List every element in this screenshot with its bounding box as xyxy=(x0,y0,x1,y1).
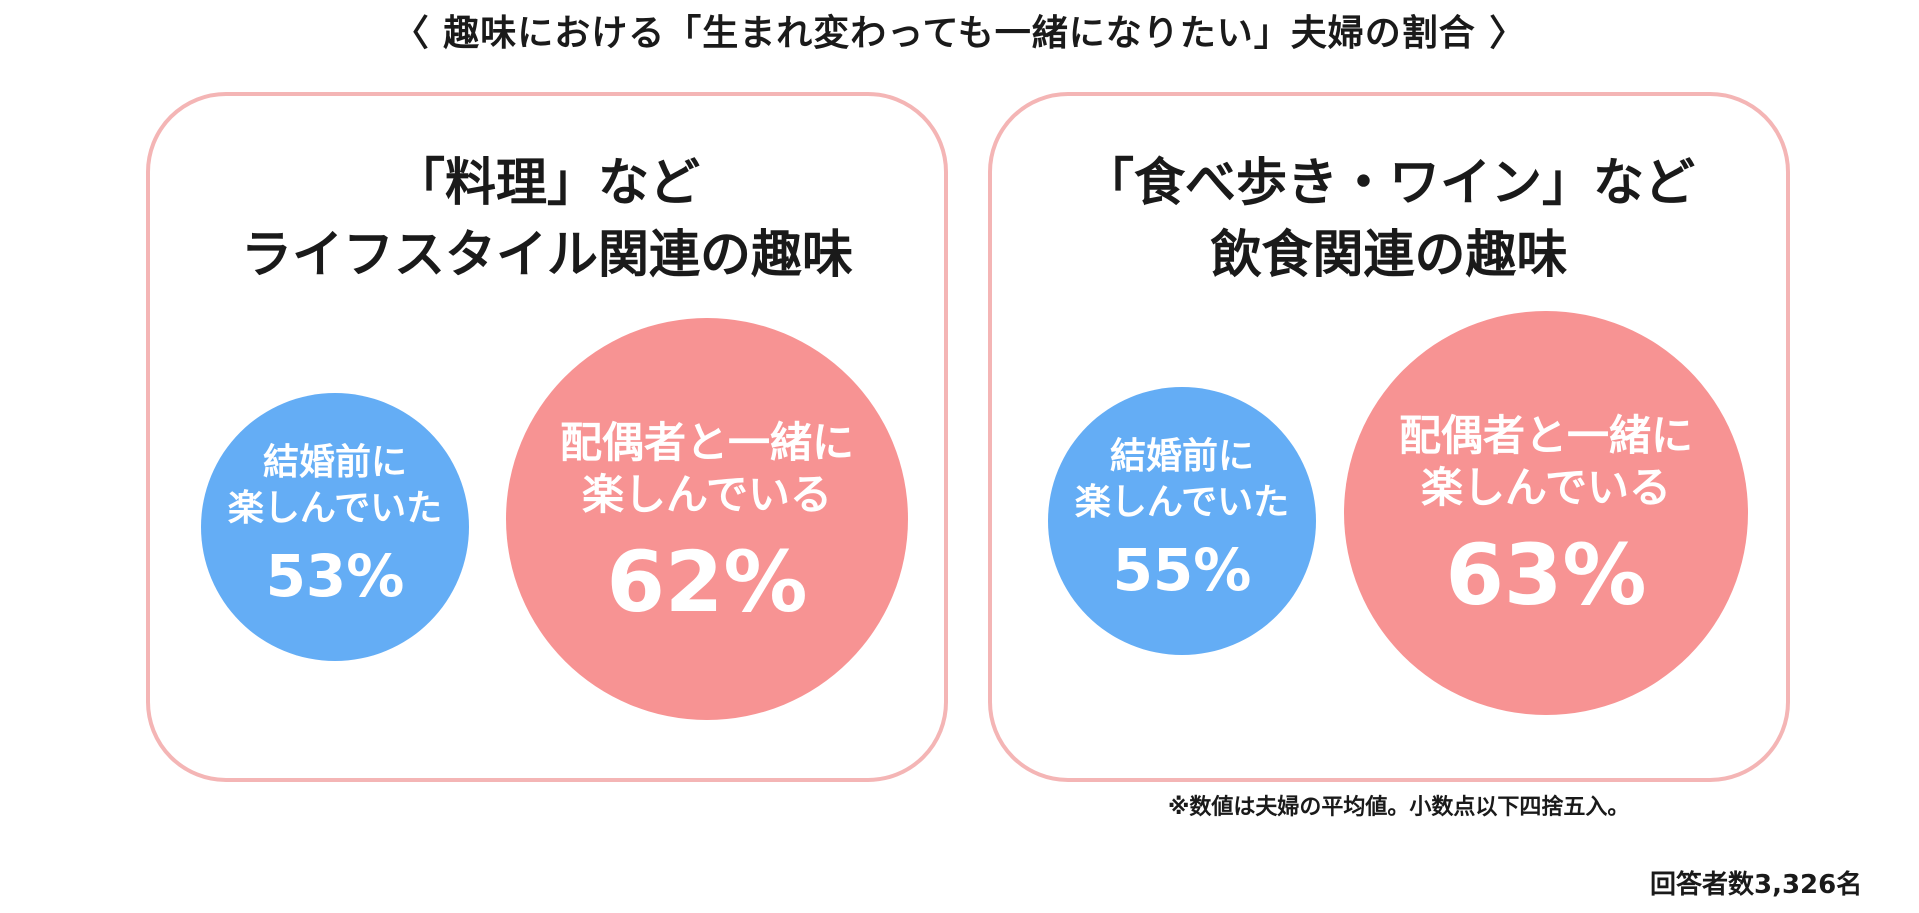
panel-title-line2: ライフスタイル関連の趣味 xyxy=(240,226,853,285)
panel-food-drink-hobbies: 「食べ歩き・ワイン」など 飲食関連の趣味 結婚前に 楽しんでいた 55% 配偶者… xyxy=(988,92,1790,782)
bubble-label-line2: 楽しんでいた xyxy=(227,488,443,529)
bubble-before-marriage: 結婚前に 楽しんでいた 53% xyxy=(201,393,469,661)
bubble-label-line1: 配偶者と一緒に xyxy=(1398,411,1693,460)
bubble-label-line2: 楽しんでいる xyxy=(582,470,832,519)
bubble-value: 63% xyxy=(1445,526,1647,624)
bubble-value: 55% xyxy=(1112,536,1252,604)
chart-title: 〈 趣味における「生まれ変わっても一緒になりたい」夫婦の割合 〉 xyxy=(392,13,1527,54)
panel-title-line1: 「料理」など xyxy=(393,154,700,213)
bubble-label-line1: 結婚前に xyxy=(1109,436,1254,477)
panel-title-line2: 飲食関連の趣味 xyxy=(1210,226,1568,285)
bubble-with-spouse: 配偶者と一緒に 楽しんでいる 63% xyxy=(1344,311,1748,715)
bubble-label-line2: 楽しんでいた xyxy=(1074,482,1290,523)
bubble-value: 62% xyxy=(606,533,808,631)
bubble-with-spouse: 配偶者と一緒に 楽しんでいる 62% xyxy=(506,318,908,720)
bubble-before-marriage: 結婚前に 楽しんでいた 55% xyxy=(1048,387,1316,655)
bubble-label-line1: 結婚前に xyxy=(262,442,407,483)
respondent-count: 回答者数3,326名 xyxy=(1650,870,1863,900)
bubble-label-line2: 楽しんでいる xyxy=(1421,463,1671,512)
bubble-value: 53% xyxy=(265,542,405,610)
panel-lifestyle-hobbies: 「料理」など ライフスタイル関連の趣味 結婚前に 楽しんでいた 53% 配偶者と… xyxy=(146,92,948,782)
bubble-label-line1: 配偶者と一緒に xyxy=(559,418,854,467)
panel-title-line1: 「食べ歩き・ワイン」など xyxy=(1082,154,1695,213)
footnote: ※数値は夫婦の平均値。小数点以下四捨五入。 xyxy=(1168,795,1630,820)
